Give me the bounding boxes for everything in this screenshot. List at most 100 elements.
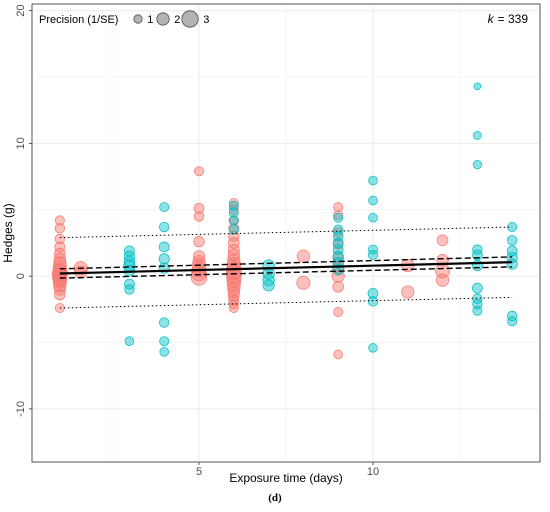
k-label: k: [488, 12, 495, 26]
regression-fit-line: [59, 261, 513, 275]
k-annotation-text: k = 339: [488, 12, 529, 26]
x-tick-label: 5: [196, 466, 202, 478]
confidence-interval-upper: [59, 256, 513, 270]
y-tick-label: 20: [15, 5, 27, 17]
axis-ticks: 5 10 -10 0 10 20: [15, 5, 379, 478]
legend: Precision (1/SE) 1 2 3: [39, 10, 209, 28]
data-point-salmon: [333, 349, 343, 360]
y-axis-title: Hedges (g): [1, 203, 15, 262]
data-point-teal: [333, 212, 344, 223]
data-point-salmon: [52, 271, 68, 287]
data-point-teal: [159, 317, 170, 328]
x-tick-label: 10: [367, 466, 379, 478]
confidence-interval-lower: [59, 266, 513, 279]
regression-lines: [59, 226, 513, 309]
data-point-salmon: [54, 233, 66, 245]
data-point-teal: [506, 258, 518, 270]
data-point-salmon: [333, 210, 344, 221]
data-point-salmon: [401, 285, 415, 299]
data-point-teal: [367, 288, 379, 299]
legend-key-label: 2: [174, 14, 180, 26]
data-point-salmon: [296, 249, 310, 263]
data-point-salmon: [54, 223, 66, 234]
figure-caption: (d): [268, 492, 282, 504]
data-point-teal: [506, 310, 518, 322]
data-point-salmon: [332, 227, 344, 238]
data-point-salmon: [194, 166, 205, 177]
data-point-salmon: [53, 252, 67, 266]
data-point-teal: [368, 212, 378, 223]
data-point-salmon: [54, 241, 66, 253]
data-point-teal: [158, 241, 170, 253]
y-tick-label: 0: [15, 273, 27, 279]
data-point-teal: [368, 195, 378, 206]
data-point-salmon: [228, 204, 239, 215]
data-point-teal: [472, 131, 482, 140]
data-point-salmon: [227, 285, 241, 299]
data-point-salmon: [227, 243, 240, 256]
data-point-teal: [332, 250, 344, 262]
data-point-salmon: [435, 273, 450, 287]
data-point-salmon: [331, 269, 345, 283]
prediction-interval-lower: [59, 296, 513, 309]
prediction-interval-upper: [59, 226, 513, 239]
data-point-teal: [159, 221, 170, 233]
data-point-salmon: [54, 215, 65, 226]
y-tick-label: -10: [15, 401, 27, 417]
k-value: = 339: [498, 12, 529, 26]
data-point-salmon: [332, 280, 344, 293]
data-point-salmon: [193, 211, 205, 222]
data-point-teal: [472, 305, 483, 316]
data-point-teal: [228, 207, 239, 218]
data-point-teal: [228, 215, 239, 226]
legend-title: Precision (1/SE): [39, 14, 118, 26]
data-points: [52, 82, 518, 360]
data-point-teal: [159, 336, 170, 347]
data-point-salmon: [333, 306, 344, 317]
data-point-teal: [367, 296, 379, 307]
data-point-salmon: [53, 278, 67, 293]
data-point-salmon: [193, 250, 206, 263]
data-point-teal: [506, 235, 518, 246]
data-point-teal: [262, 279, 275, 292]
y-tick-label: 10: [15, 137, 27, 149]
data-point-teal: [367, 249, 378, 260]
data-point-salmon: [228, 303, 239, 314]
data-point-salmon: [436, 234, 449, 247]
data-point-teal: [472, 160, 482, 170]
data-point-teal: [471, 282, 483, 294]
data-point-salmon: [227, 253, 241, 267]
data-point-salmon: [333, 202, 344, 213]
data-point-teal: [124, 278, 135, 290]
data-point-salmon: [193, 236, 205, 248]
data-point-salmon: [228, 237, 240, 249]
k-annotation: k = 339: [488, 12, 529, 26]
data-point-teal: [124, 284, 135, 295]
data-point-teal: [158, 253, 170, 265]
data-point-salmon: [228, 294, 240, 306]
data-point-teal: [368, 343, 378, 353]
data-point-teal: [473, 82, 482, 91]
data-point-salmon: [228, 290, 240, 302]
data-point-salmon: [54, 247, 66, 260]
data-point-teal: [507, 316, 518, 327]
data-point-salmon: [227, 248, 241, 262]
legend-key-circle: [133, 14, 143, 24]
plot-panel-border: [31, 3, 541, 463]
data-point-teal: [367, 244, 378, 255]
data-point-salmon: [193, 203, 205, 214]
x-axis-title: Exposure time (days): [229, 471, 342, 485]
data-point-teal: [123, 255, 136, 268]
data-point-teal: [159, 202, 170, 213]
data-point-teal: [159, 347, 170, 357]
legend-key-label: 3: [203, 14, 209, 26]
legend-key-circle: [181, 10, 199, 28]
data-point-salmon: [190, 269, 208, 286]
data-point-teal: [124, 336, 135, 346]
legend-key-circle: [156, 12, 170, 26]
legend-keys: 1 2 3: [133, 10, 209, 28]
data-point-salmon: [54, 289, 66, 301]
legend-key-label: 1: [147, 14, 153, 26]
data-point-teal: [368, 175, 378, 186]
